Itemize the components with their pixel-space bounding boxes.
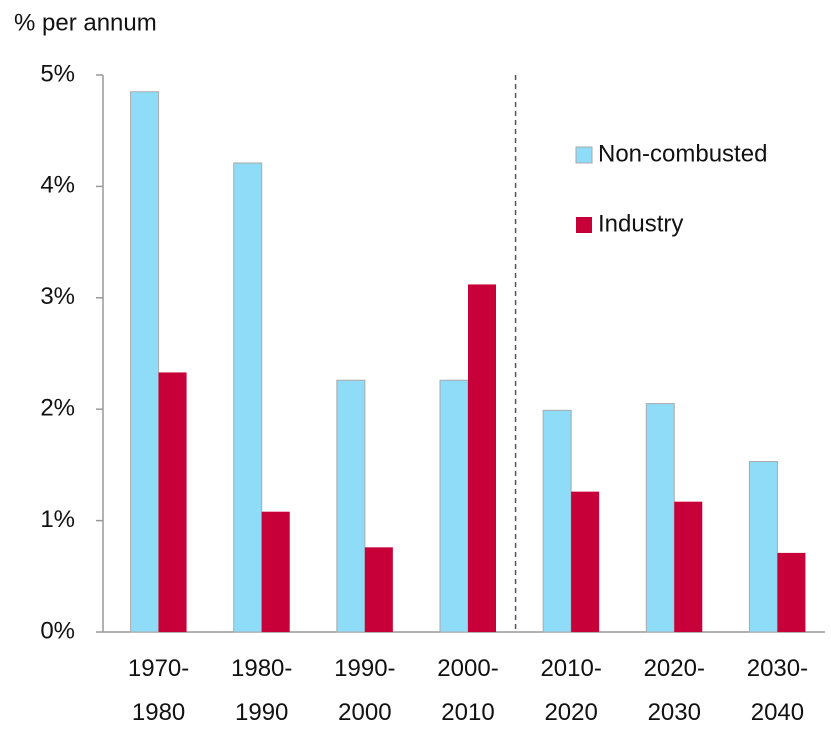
y-tick-label: 4% — [40, 172, 75, 199]
y-tick-label: 1% — [40, 506, 75, 533]
y-tick-label: 3% — [40, 283, 75, 310]
x-tick-label: 1980-1990 — [231, 655, 292, 726]
y-tick-label: 2% — [40, 395, 75, 422]
legend-label: Non-combusted — [598, 140, 767, 167]
x-tick-label: 2030-2040 — [747, 655, 808, 726]
x-tick-label: 2020-2030 — [644, 655, 705, 726]
bar — [542, 409, 572, 633]
bar — [674, 501, 703, 632]
bar — [261, 511, 290, 632]
x-tick-label: 2010-2020 — [540, 655, 601, 726]
bar — [233, 162, 263, 633]
x-tick-label: 1990-2000 — [334, 655, 395, 726]
legend-label: Industry — [598, 210, 683, 237]
x-tick-label: 2000-2010 — [437, 655, 498, 726]
x-tick-label: 1970-1980 — [128, 655, 189, 726]
bar — [645, 403, 675, 633]
bar — [439, 379, 469, 633]
bar — [777, 552, 806, 632]
bar — [130, 91, 160, 633]
bar — [468, 284, 496, 632]
bar — [571, 491, 600, 632]
y-tick-label: 5% — [40, 60, 75, 87]
bar — [748, 461, 778, 633]
y-tick-label: 0% — [40, 617, 75, 644]
bar — [364, 547, 393, 632]
bar — [158, 372, 187, 632]
y-axis-label: % per annum — [14, 9, 157, 36]
bar — [336, 379, 366, 633]
legend-swatch — [576, 217, 592, 233]
legend-swatch — [575, 146, 593, 164]
